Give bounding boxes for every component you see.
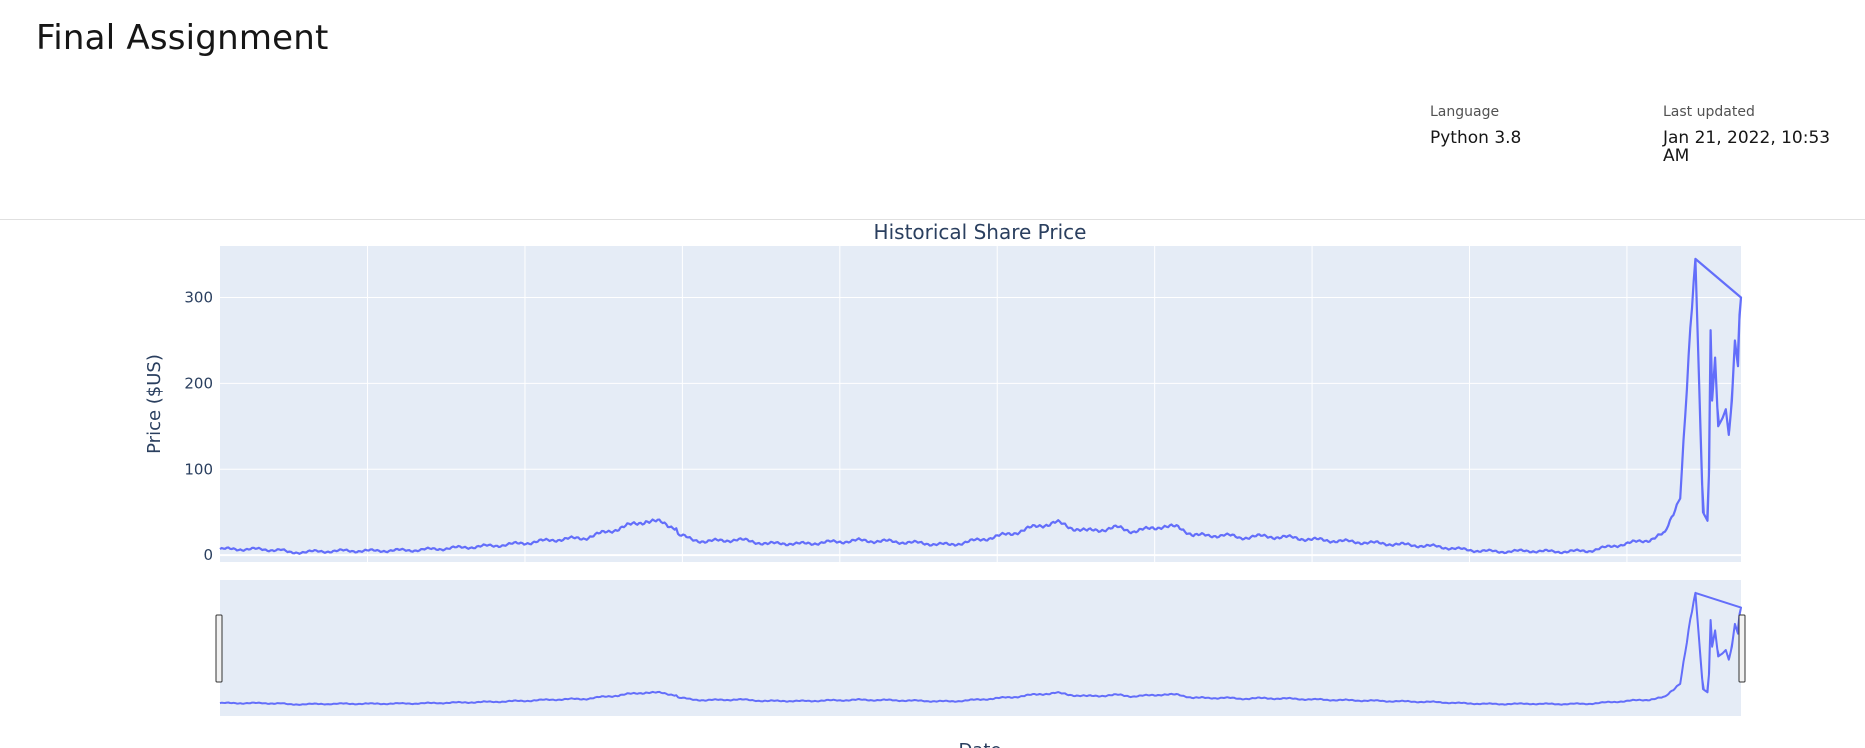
range-slider-left-handle[interactable] — [215, 614, 223, 683]
x-gridlines — [367, 246, 1628, 562]
notebook-title: Final Assignment — [36, 18, 329, 58]
y-axis-label: Price ($US) — [144, 354, 165, 454]
last-updated-info: Last updated Jan 21, 2022, 10:53 AM — [1663, 104, 1853, 165]
range-slider-line — [219, 591, 1742, 706]
language-label: Language — [1430, 104, 1500, 120]
y-gridlines — [220, 297, 1741, 557]
price-line[interactable] — [219, 257, 1743, 555]
plot-area[interactable] — [220, 246, 1741, 562]
header-divider — [0, 219, 1865, 220]
language-info: Language Python 3.8 — [1430, 104, 1630, 147]
share-price-chart[interactable]: Historical Share Price 0 100 200 300 Price … — [0, 220, 1865, 748]
y-tick-labels: 0 100 200 300 — [184, 289, 213, 565]
y-tick-label: 0 — [203, 546, 213, 564]
x-axis-label: Date — [958, 740, 1001, 748]
range-slider[interactable] — [220, 580, 1741, 716]
y-tick-label: 200 — [184, 374, 213, 392]
y-tick-label: 300 — [184, 289, 213, 307]
last-updated-label: Last updated — [1663, 104, 1755, 120]
range-slider-right-handle[interactable] — [1738, 614, 1746, 683]
y-tick-label: 100 — [184, 460, 213, 478]
last-updated-value: Jan 21, 2022, 10:53 AM — [1663, 128, 1831, 166]
language-value: Python 3.8 — [1430, 128, 1522, 148]
chart-title: Historical Share Price — [874, 220, 1087, 244]
